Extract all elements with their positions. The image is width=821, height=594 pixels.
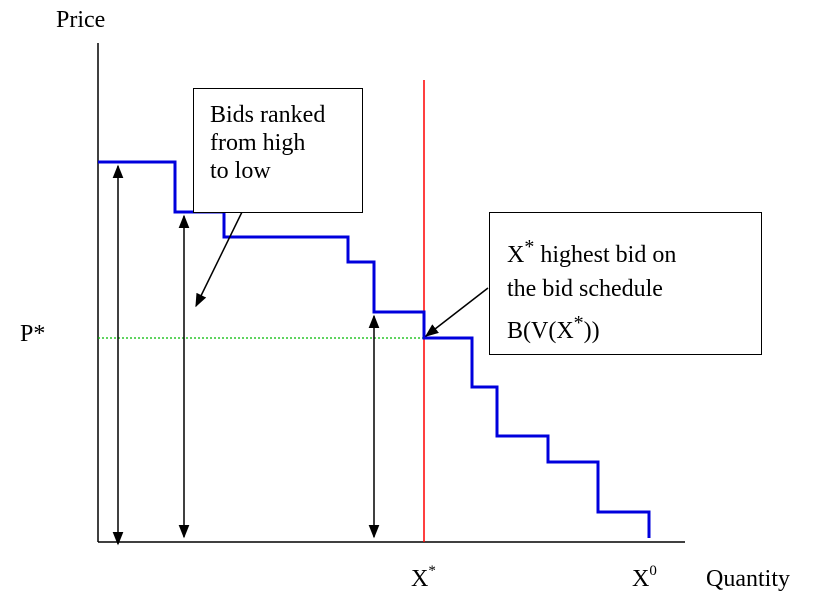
highest-bid-line3: B(V(X*)) — [507, 309, 761, 345]
x-zero-label: X0 — [632, 563, 657, 592]
x-star-base: X — [411, 566, 429, 592]
highest-bid-line1-rest: highest bid on — [534, 242, 677, 268]
bids-ranked-line3: to low — [210, 158, 271, 184]
bids-ranked-box: Bids ranked from high to low — [193, 88, 363, 213]
highest-bid-line1: X* highest bid on — [507, 233, 761, 269]
bids-ranked-line1: Bids ranked — [210, 102, 326, 128]
y-axis-label: Price — [56, 7, 106, 33]
bid-step-curve — [98, 160, 651, 538]
highest-bid-x: X — [507, 242, 525, 268]
bids-ranked-line2: from high — [210, 130, 306, 156]
x-axis-label: Quantity — [706, 566, 790, 592]
highest-bid-line3-pre: B(V(X — [507, 318, 574, 344]
highest-bid-pointer — [424, 287, 489, 337]
x-star-sup: * — [428, 563, 436, 579]
x-zero-sup: 0 — [649, 563, 657, 579]
p-star-label: P* — [20, 321, 46, 347]
x-star-label: X* — [411, 563, 436, 592]
bids-ranked-pointer — [195, 211, 243, 308]
highest-bid-line3-post: )) — [583, 318, 600, 344]
highest-bid-line2: the bid schedule — [507, 276, 663, 302]
highest-bid-box: X* highest bid on the bid schedule B(V(X… — [489, 212, 762, 355]
highest-bid-x-sup: * — [524, 236, 535, 258]
highest-bid-line3-sup: * — [573, 312, 584, 334]
x-zero-base: X — [632, 566, 650, 592]
